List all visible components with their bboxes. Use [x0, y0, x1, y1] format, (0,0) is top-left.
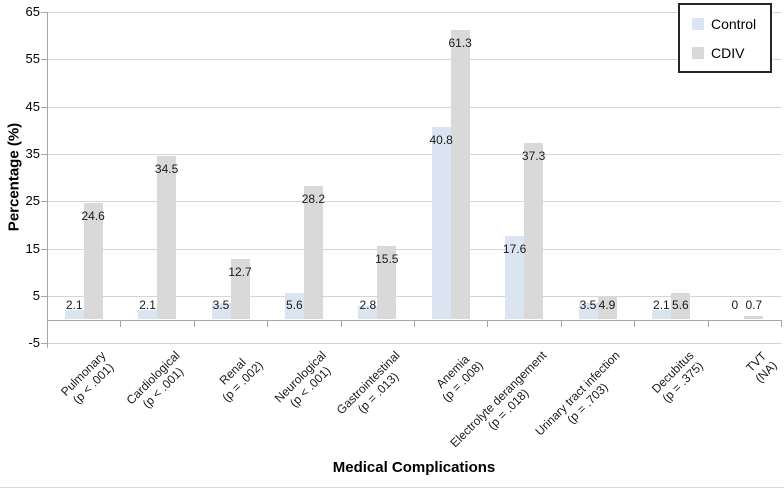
bar-control: [138, 309, 158, 320]
bar-cdiv: [303, 186, 323, 320]
figure-bottom-border: [0, 487, 784, 488]
category-label: Pulmonary (p < .001): [58, 348, 119, 409]
y-tick-label: 35: [25, 145, 40, 161]
bar-cdiv: [157, 156, 177, 320]
bar-value-label: 37.3: [521, 149, 546, 164]
bar-cdiv: [450, 29, 470, 320]
bar-cdiv: [377, 246, 397, 320]
x-axis-tick: [340, 319, 342, 327]
bar-control: [211, 302, 231, 320]
bar-value-label: 2.1: [65, 298, 83, 312]
x-axis-tick: [487, 319, 489, 327]
y-tick-label: 65: [25, 4, 40, 20]
gridline: [47, 201, 781, 203]
y-axis-tick: [41, 343, 47, 345]
gridline: [47, 295, 781, 297]
bar-cdiv: [83, 203, 103, 320]
bar-value-label: 5.6: [286, 298, 303, 312]
x-axis-tick: [414, 319, 415, 327]
category-label: Renal (p = .002): [210, 349, 266, 405]
bar-value-label: 15.5: [375, 252, 399, 267]
legend-label-cdiv: CDIV: [711, 44, 745, 61]
bar-control: [578, 302, 598, 320]
legend: Control CDIV: [678, 3, 772, 73]
bar-value-label: 3.5: [212, 298, 230, 312]
bar-value-label: 17.6: [502, 242, 527, 257]
y-axis-tick: [41, 153, 47, 155]
bar-value-label: 2.1: [139, 298, 156, 312]
y-tick-label: 55: [25, 51, 40, 67]
bar-value-label: 5.6: [672, 298, 689, 312]
bar-value-label: 40.8: [429, 132, 453, 147]
bar-value-label: 28.2: [301, 192, 326, 207]
y-axis-tick: [41, 59, 47, 61]
bar-cdiv: [230, 259, 250, 320]
y-axis-tick: [41, 295, 47, 297]
x-axis-tick: [267, 319, 269, 327]
y-axis-tick: [41, 201, 47, 203]
category-label: TVT (NA): [743, 349, 780, 386]
x-axis-tick: [560, 319, 562, 327]
gridline: [47, 59, 781, 61]
category-label: Neurological (p < .001): [272, 348, 339, 415]
category-label: Gastrointestinal (p = .013): [334, 348, 412, 427]
y-axis-tick: [41, 12, 47, 14]
y-axis-title: Percentage (%): [5, 122, 23, 232]
legend-swatch-control: [692, 17, 704, 30]
y-tick-label: 25: [25, 193, 40, 209]
bar-control: [284, 293, 304, 320]
legend-entry-cdiv: CDIV: [692, 45, 770, 61]
y-tick-label: -5: [28, 335, 40, 351]
bar-control: [358, 306, 378, 320]
bar-control: [651, 309, 671, 320]
legend-entry-control: Control: [692, 16, 770, 32]
bar-value-label: 24.6: [81, 209, 105, 224]
gridline: [47, 106, 781, 108]
legend-label-control: Control: [711, 15, 757, 32]
bar-value-label: 12.7: [228, 265, 252, 280]
bar-control: [64, 309, 84, 320]
bar-value-label: 3.5: [579, 298, 597, 312]
x-axis-tick: [193, 319, 195, 327]
x-axis-title: Medical Complications: [332, 459, 496, 476]
bar-value-label: 2.8: [359, 298, 377, 312]
legend-swatch-cdiv: [692, 46, 704, 59]
category-label: Anemia (p = .008): [430, 349, 486, 405]
y-tick-label: 15: [25, 240, 40, 256]
gridline: [47, 153, 781, 155]
bar-value-label: 0: [731, 298, 739, 312]
bar-value-label: 34.5: [154, 162, 179, 177]
x-axis-tick: [781, 319, 782, 327]
bar-value-label: 2.1: [653, 298, 670, 312]
x-axis-tick: [634, 319, 636, 327]
gridline: [47, 343, 781, 345]
bar-cdiv: [597, 296, 617, 320]
y-axis-tick: [41, 248, 47, 250]
y-axis-tick: [41, 106, 47, 108]
bar-value-label: 0.7: [745, 298, 763, 312]
x-axis-tick: [707, 319, 709, 327]
category-label: Cardiological (p < .001): [123, 348, 192, 417]
y-axis-line: [47, 12, 48, 348]
y-tick-label: 5: [32, 287, 40, 303]
bar-cdiv: [744, 316, 764, 320]
category-label: Decubitus (p = .375): [648, 348, 706, 406]
gridline: [47, 12, 781, 14]
bar-control: [431, 126, 451, 320]
x-axis-tick: [120, 319, 122, 327]
bar-cdiv: [524, 143, 544, 320]
gridline: [47, 248, 781, 250]
y-tick-label: 45: [25, 98, 40, 114]
bar-cdiv: [670, 293, 690, 320]
bar-value-label: 4.9: [598, 298, 616, 312]
bar-control: [505, 236, 525, 320]
bar-value-label: 61.3: [448, 35, 472, 50]
